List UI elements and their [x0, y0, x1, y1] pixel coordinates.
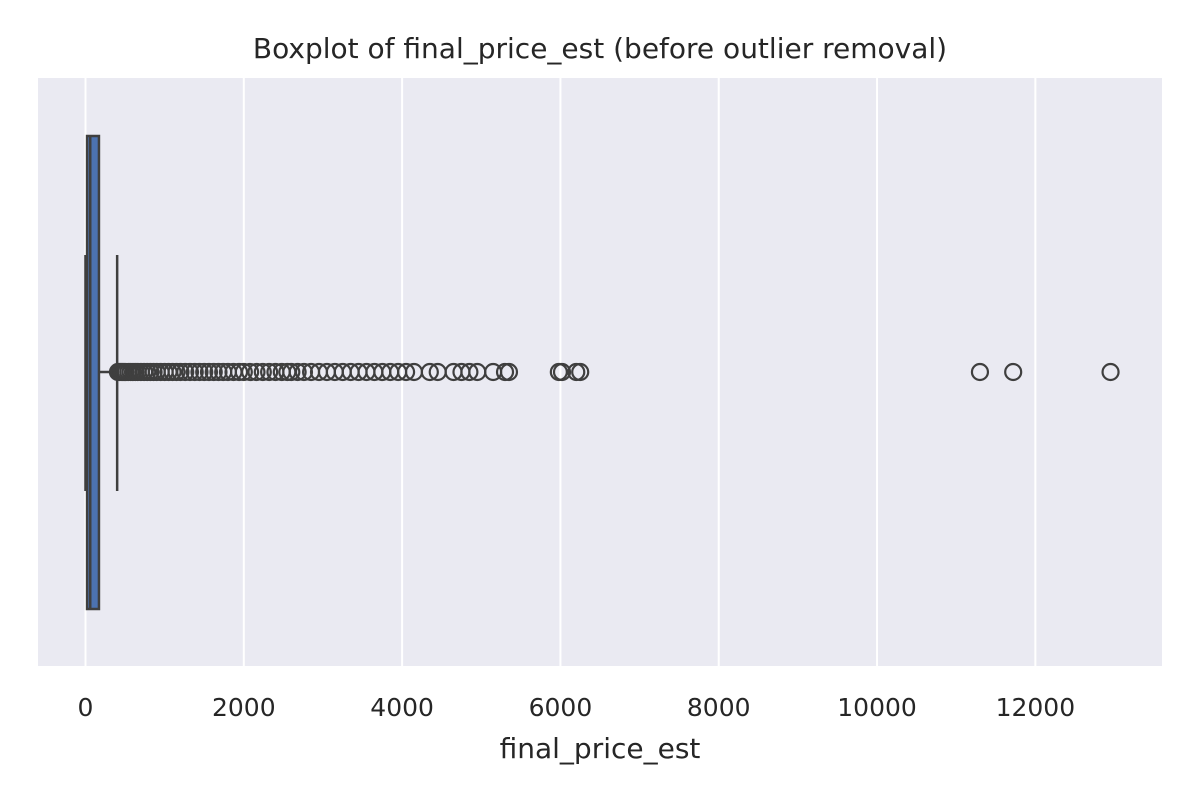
- x-tick-label: 0: [78, 693, 94, 722]
- x-axis-label: final_price_est: [500, 732, 701, 765]
- outlier-point: [571, 362, 590, 382]
- outlier-point: [552, 362, 572, 382]
- outlier-point: [288, 362, 307, 382]
- outlier-point: [247, 362, 266, 382]
- outlier-point: [190, 362, 209, 382]
- x-tick-label: 10000: [837, 693, 917, 722]
- x-tick-label: 6000: [529, 693, 593, 722]
- chart-title: Boxplot of final_price_est (before outli…: [253, 32, 947, 65]
- outlier-point: [420, 362, 439, 382]
- outlier-point: [176, 362, 195, 382]
- outlier-point: [396, 362, 416, 382]
- outlier-point: [1101, 362, 1120, 382]
- outlier-point: [460, 362, 479, 382]
- outlier-point: [185, 362, 204, 382]
- outlier-point: [195, 362, 214, 382]
- outlier-point: [970, 362, 990, 382]
- outlier-point: [241, 362, 260, 382]
- outlier-point: [204, 362, 223, 382]
- x-tick-labels: 0 2000 4000 6000 8000 10000 12000: [78, 693, 1076, 722]
- outlier-point: [234, 362, 253, 382]
- x-tick-label: 12000: [996, 693, 1076, 722]
- gridlines: [84, 78, 1037, 666]
- outliers-group: [108, 362, 1120, 382]
- x-tick-label: 2000: [212, 693, 276, 722]
- x-tick-label: 4000: [370, 693, 434, 722]
- x-tick-label: 8000: [687, 693, 751, 722]
- outlier-point: [253, 362, 272, 382]
- outlier-point: [260, 362, 279, 382]
- outlier-point: [282, 362, 301, 382]
- outlier-point: [499, 362, 519, 382]
- outlier-point: [171, 362, 190, 382]
- box-iqr: [85, 134, 101, 611]
- outlier-point: [199, 362, 219, 382]
- outlier-point: [1004, 362, 1023, 382]
- outlier-point: [180, 362, 200, 382]
- outlier-point: [229, 362, 249, 382]
